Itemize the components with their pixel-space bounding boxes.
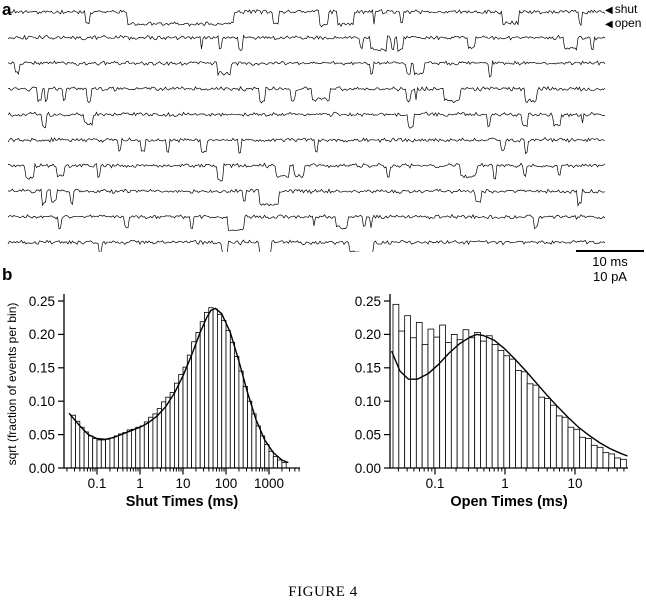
scale-bar-labels: 10 ms 10 pA — [576, 254, 644, 284]
left-arrow-icon: ◀ — [605, 5, 613, 16]
open-label-text: open — [614, 16, 642, 30]
x-tick-label: 10 — [175, 476, 190, 491]
time-scale-label: 10 ms — [592, 254, 628, 269]
x-tick-label: 1000 — [254, 476, 284, 491]
y-tick-label: 0.25 — [29, 294, 55, 309]
y-tick-label: 0.15 — [355, 361, 381, 376]
current-scale-label: 10 pA — [593, 269, 627, 284]
y-tick-label: 0.20 — [29, 327, 55, 342]
x-axis-title: Open Times (ms) — [450, 494, 568, 510]
shut-label-text: shut — [614, 2, 638, 16]
x-tick-label: 10 — [567, 476, 582, 491]
x-tick-label: 0.1 — [426, 476, 445, 491]
y-tick-label: 0.10 — [355, 394, 381, 409]
trace-line — [7, 239, 606, 252]
trace-line — [7, 213, 606, 232]
fit-curve — [390, 333, 628, 457]
y-tick-label: 0.05 — [29, 427, 55, 442]
x-axis-title: Shut Times (ms) — [126, 494, 239, 510]
trace-line — [7, 137, 605, 155]
y-tick-label: 0.00 — [29, 461, 55, 476]
y-tick-label: 0.20 — [355, 327, 381, 342]
y-tick-label: 0.00 — [355, 461, 381, 476]
panel-a-label: a — [2, 0, 12, 19]
panel-b-label: b — [2, 265, 13, 284]
trace-line — [7, 8, 606, 28]
trace-line — [7, 85, 606, 104]
y-tick-label: 0.25 — [355, 294, 381, 309]
time-scale-bar — [576, 250, 644, 252]
fit-curve — [68, 307, 289, 464]
y-tick-label: 0.05 — [355, 427, 381, 442]
x-tick-label: 1 — [136, 476, 144, 491]
y-tick-label: 0.10 — [29, 394, 55, 409]
x-tick-label: 100 — [215, 476, 238, 491]
trace-line — [7, 59, 606, 78]
open-level-label: ◀ open — [605, 17, 641, 31]
histogram-bars — [392, 303, 627, 469]
dwell-time-histograms: 0.00 0.05 0.10 0.15 0.20 0.25 0.1 1 10 100 1000 Shu… — [5, 294, 628, 510]
shut-level-label: ◀ shut — [605, 3, 641, 17]
x-tick-label: 1 — [501, 476, 509, 491]
gate-level-labels: ◀ shut ◀ open — [605, 3, 641, 31]
trace-line — [7, 111, 605, 129]
y-tick-label: 0.15 — [29, 361, 55, 376]
open-times-histogram: 0.00 0.05 0.10 0.15 0.20 0.25 0.1 1 10 Open Times… — [355, 294, 628, 510]
trace-line — [7, 188, 606, 208]
figure-caption: FIGURE 4 — [288, 584, 358, 600]
left-arrow-icon: ◀ — [605, 19, 613, 30]
shut-times-histogram: 0.00 0.05 0.10 0.15 0.20 0.25 0.1 1 10 100 1000 Shu… — [5, 294, 300, 510]
histogram-bars — [70, 307, 287, 469]
x-tick-label: 0.1 — [88, 476, 107, 491]
y-axis-title: sqrt (fraction of events per bin) — [5, 303, 19, 466]
current-traces-plot — [7, 8, 606, 252]
trace-line — [7, 34, 606, 53]
trace-line — [7, 162, 606, 182]
